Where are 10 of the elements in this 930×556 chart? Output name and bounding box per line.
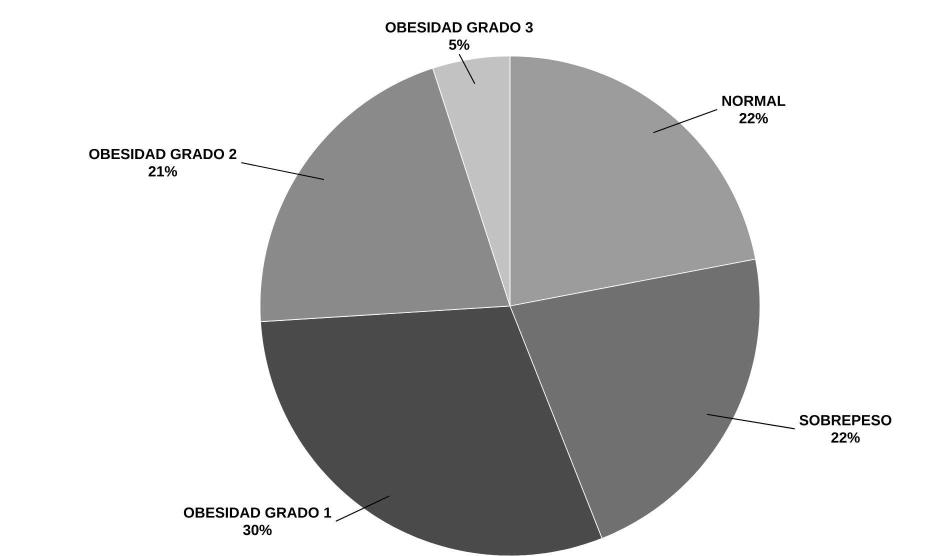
data-label: 22% bbox=[831, 432, 860, 442]
slice-label: NORMAL bbox=[722, 95, 786, 106]
slice-label: OBESIDAD GRADO 1 bbox=[184, 507, 332, 518]
data-label: 21% bbox=[148, 166, 178, 176]
data-label: 22% bbox=[739, 112, 768, 124]
slice-label: OBESIDAD GRADO 2 bbox=[89, 148, 236, 160]
slice-label: OBESIDAD GRADO 3 bbox=[386, 22, 533, 32]
data-label: 30% bbox=[243, 524, 272, 535]
data-label: 5% bbox=[449, 39, 470, 50]
slice-label: SOBREPESO bbox=[799, 414, 892, 426]
